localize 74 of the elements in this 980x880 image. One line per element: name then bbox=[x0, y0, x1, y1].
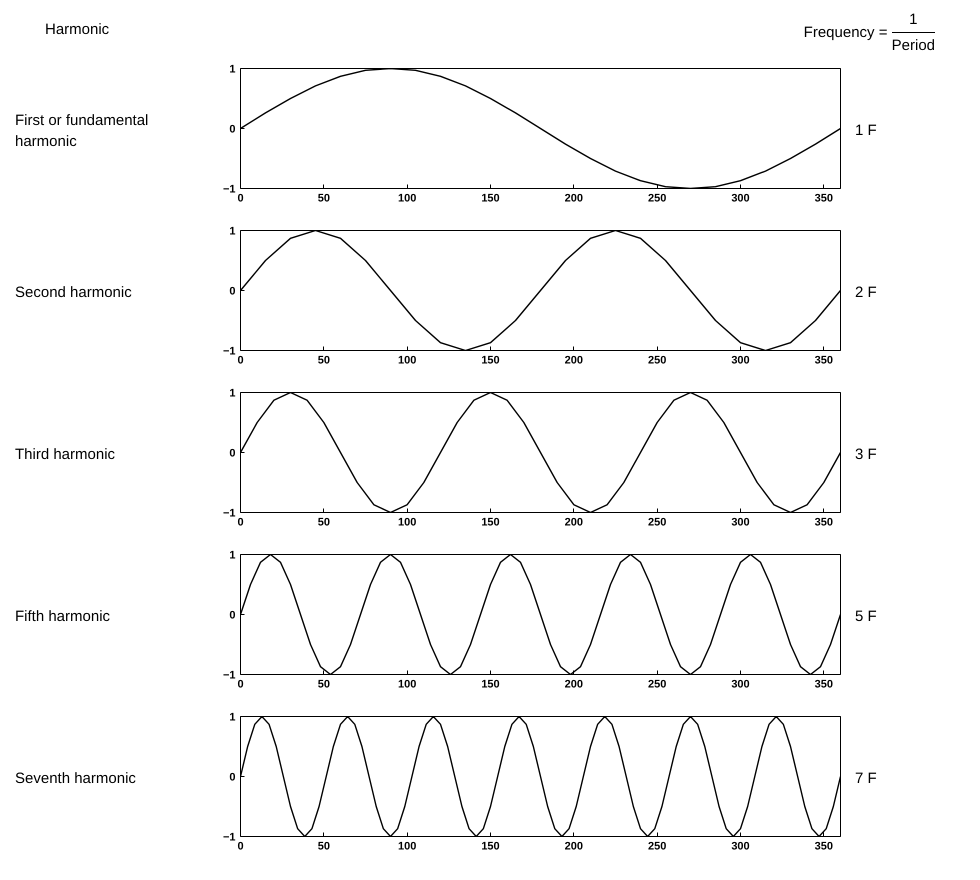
line-series bbox=[240, 230, 840, 350]
x-tick-label: 350 bbox=[814, 840, 834, 852]
x-tick-label: 0 bbox=[237, 354, 244, 366]
x-tick-label: 50 bbox=[318, 840, 330, 852]
y-tick-label: 0 bbox=[229, 286, 236, 298]
y-tick-label: −1 bbox=[222, 184, 236, 196]
line-series bbox=[240, 716, 840, 836]
text: Harmonic bbox=[45, 20, 110, 40]
x-tick-label: 0 bbox=[237, 516, 244, 528]
y-tick-label: 1 bbox=[229, 388, 236, 400]
y-axis-title: Second harmonic bbox=[15, 283, 132, 304]
x-tick-label: 250 bbox=[648, 516, 666, 528]
x-tick-label: 100 bbox=[398, 678, 416, 690]
x-tick-label: 300 bbox=[731, 192, 750, 204]
y-tick-label: 1 bbox=[229, 712, 236, 724]
line-series bbox=[240, 68, 840, 188]
y-tick-label: −1 bbox=[222, 508, 236, 520]
x-tick-label: 50 bbox=[318, 678, 330, 690]
x-tick-label: 350 bbox=[814, 516, 834, 528]
x-tick-label: 300 bbox=[731, 678, 750, 690]
x-tick-label: 300 bbox=[731, 840, 750, 852]
x-tick-label: 200 bbox=[564, 840, 584, 852]
y-tick-label: 1 bbox=[229, 64, 236, 76]
x-tick-label: 200 bbox=[564, 516, 584, 528]
x-tick-label: 200 bbox=[564, 678, 584, 690]
x-tick-label: 350 bbox=[814, 192, 834, 204]
x-tick-label: 100 bbox=[398, 516, 416, 528]
x-tick-label: 0 bbox=[237, 192, 244, 204]
x-tick-label: 50 bbox=[318, 192, 330, 204]
x-tick-label: 50 bbox=[318, 516, 330, 528]
x-tick-label: 250 bbox=[648, 192, 666, 204]
x-tick-label: 0 bbox=[237, 678, 244, 690]
text: 1 bbox=[892, 9, 935, 34]
y-axis-title: First or fundamental harmonic bbox=[15, 110, 150, 152]
y-tick-label: 1 bbox=[229, 226, 236, 238]
text: Period bbox=[892, 36, 935, 56]
y-tick-label: −1 bbox=[222, 832, 236, 844]
x-tick-label: 350 bbox=[814, 354, 834, 366]
y-tick-label: 0 bbox=[229, 610, 236, 622]
x-tick-label: 300 bbox=[731, 354, 750, 366]
y2-axis-title: 1 F bbox=[855, 121, 877, 142]
line-series bbox=[240, 392, 840, 512]
y-axis-title: Third harmonic bbox=[15, 445, 116, 466]
text: Frequency = bbox=[804, 24, 888, 42]
y2-axis-title: 3 F bbox=[855, 445, 877, 466]
y-tick-label: −1 bbox=[222, 670, 236, 682]
x-tick-label: 150 bbox=[481, 678, 500, 690]
x-tick-label: 250 bbox=[648, 678, 666, 690]
x-tick-label: 100 bbox=[398, 192, 416, 204]
x-tick-label: 150 bbox=[481, 840, 500, 852]
y-tick-label: 0 bbox=[229, 772, 236, 784]
y-tick-label: 0 bbox=[229, 448, 236, 460]
line-series bbox=[240, 554, 840, 674]
x-tick-label: 200 bbox=[564, 192, 584, 204]
y-axis-title: Fifth harmonic bbox=[15, 607, 110, 628]
x-tick-label: 300 bbox=[731, 516, 750, 528]
x-tick-label: 100 bbox=[398, 354, 416, 366]
x-tick-label: 150 bbox=[481, 354, 500, 366]
x-tick-label: 0 bbox=[237, 840, 244, 852]
y-tick-label: 1 bbox=[229, 550, 236, 562]
x-tick-label: 200 bbox=[564, 354, 584, 366]
y-tick-label: 0 bbox=[229, 124, 236, 136]
x-tick-label: 150 bbox=[481, 516, 500, 528]
y-tick-label: −1 bbox=[222, 346, 236, 358]
x-tick-label: 350 bbox=[814, 678, 834, 690]
x-tick-label: 250 bbox=[648, 354, 666, 366]
y2-axis-title: 2 F bbox=[855, 283, 877, 304]
x-tick-label: 50 bbox=[318, 354, 330, 366]
x-tick-label: 250 bbox=[648, 840, 666, 852]
y-axis-title: Seventh harmonic bbox=[15, 769, 136, 790]
y2-axis-title: 7 F bbox=[855, 769, 877, 790]
x-tick-label: 150 bbox=[481, 192, 500, 204]
x-tick-label: 100 bbox=[398, 840, 416, 852]
y2-axis-title: 5 F bbox=[855, 607, 877, 628]
